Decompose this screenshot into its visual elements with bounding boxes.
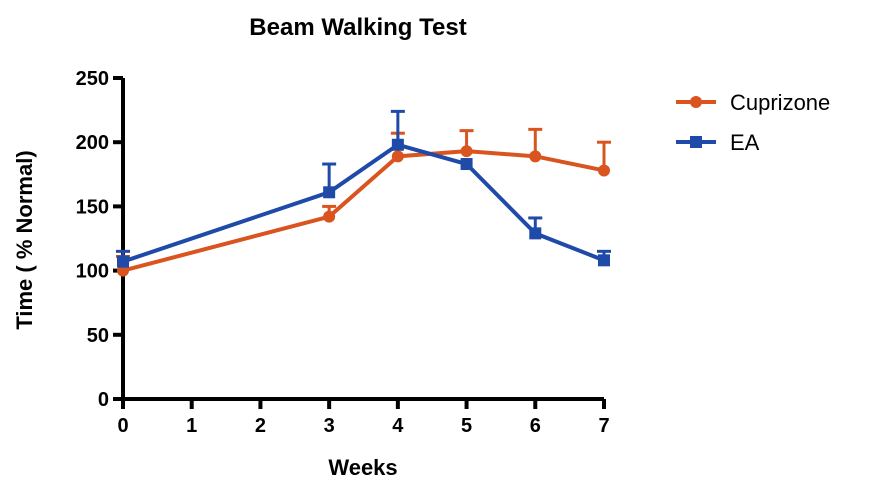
legend-label: EA — [730, 130, 760, 155]
legend-marker — [690, 136, 702, 148]
series-cuprizone — [116, 127, 611, 277]
data-point — [323, 186, 336, 199]
legend-item-ea: EA — [676, 130, 760, 155]
chart-title: Beam Walking Test — [249, 14, 466, 41]
legend-marker — [690, 96, 702, 108]
x-tick-label: 7 — [598, 415, 609, 437]
x-tick-label: 6 — [530, 415, 541, 437]
x-tick-label: 2 — [255, 415, 266, 437]
data-point — [529, 227, 542, 240]
y-tick-label: 0 — [98, 389, 109, 411]
x-tick-label: 1 — [186, 415, 197, 437]
data-point — [117, 255, 129, 268]
data-point — [323, 210, 336, 223]
x-tick-label: 3 — [324, 415, 335, 437]
y-tick-label: 200 — [76, 132, 109, 154]
y-tick-label: 100 — [76, 261, 109, 283]
data-point — [460, 158, 473, 171]
legend-label: Cuprizone — [730, 90, 830, 115]
series-ea — [116, 109, 611, 268]
y-tick-label: 250 — [76, 68, 109, 90]
x-axis-label: Weeks — [328, 455, 397, 480]
x-tick-label: 4 — [392, 415, 404, 437]
data-point — [529, 150, 542, 163]
y-tick-label: 150 — [76, 196, 109, 218]
x-tick-label: 5 — [461, 415, 472, 437]
data-point — [391, 138, 404, 151]
y-tick-label: 50 — [87, 325, 109, 347]
data-point — [391, 150, 404, 163]
legend-item-cuprizone: Cuprizone — [676, 90, 830, 115]
series-line — [122, 142, 605, 264]
x-tick-label: 0 — [117, 415, 128, 437]
data-point — [598, 254, 610, 267]
y-axis-label: Time ( % Normal) — [12, 150, 37, 329]
data-point — [598, 164, 610, 177]
data-point — [460, 145, 473, 158]
